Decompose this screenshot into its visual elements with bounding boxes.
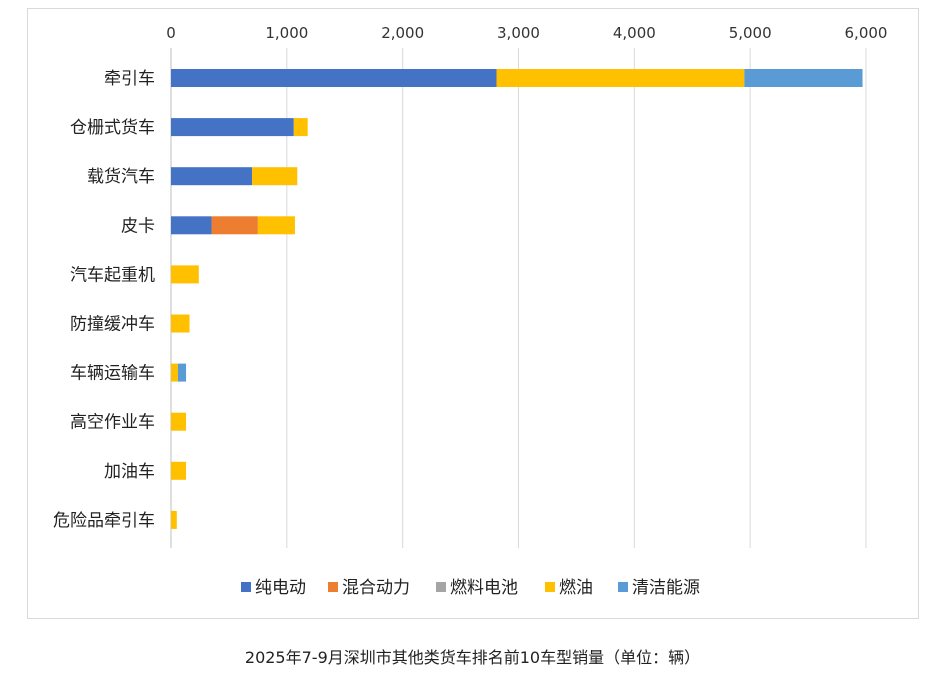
category-label: 高空作业车 <box>70 413 155 433</box>
legend-swatch <box>436 582 446 592</box>
bars <box>171 69 863 529</box>
bar-segment <box>171 314 190 333</box>
legend-swatch <box>328 582 338 592</box>
bar-segment <box>177 363 187 382</box>
bar-segment <box>257 216 295 235</box>
bar-segment <box>171 167 253 186</box>
category-label: 仓栅式货车 <box>70 118 155 138</box>
legend-item-label: 纯电动 <box>255 578 306 598</box>
category-labels: 牵引车仓栅式货车载货汽车皮卡汽车起重机防撞缓冲车车辆运输车高空作业车加油车危险品… <box>53 69 155 531</box>
x-axis-ticks: 0 1,000 2,000 3,000 4,000 5,000 6,000 <box>166 24 887 42</box>
bar-segment <box>171 510 177 529</box>
category-label: 车辆运输车 <box>70 364 155 384</box>
bar-segment <box>744 69 863 87</box>
bar-segment <box>293 118 308 137</box>
category-label: 皮卡 <box>121 216 155 236</box>
legend-item-label: 燃油 <box>559 578 593 598</box>
bar-segment <box>171 69 497 87</box>
bar-segment <box>171 412 187 431</box>
legend-swatch <box>618 582 628 592</box>
category-label: 汽车起重机 <box>70 265 155 285</box>
legend-swatch <box>241 582 251 592</box>
category-label: 危险品牵引车 <box>53 511 155 531</box>
category-label: 载货汽车 <box>87 167 155 187</box>
bar-segment <box>211 216 258 235</box>
bar-segment <box>171 265 199 284</box>
chart-caption: 2025年7-9月深圳市其他类货车排名前10车型销量（单位：辆） <box>244 648 701 667</box>
x-tick-label: 0 <box>166 24 176 42</box>
legend-item-label: 混合动力 <box>342 578 410 598</box>
x-tick-label: 2,000 <box>381 24 424 42</box>
x-tick-label: 4,000 <box>613 24 656 42</box>
legend-item-label: 燃料电池 <box>450 578 518 598</box>
legend-item-label: 清洁能源 <box>632 578 700 598</box>
legend: 纯电动 混合动力 燃料电池 燃油 清洁能源 <box>241 578 700 598</box>
bar-segment <box>171 363 178 382</box>
x-tick-label: 3,000 <box>497 24 540 42</box>
bar-segment <box>252 167 298 186</box>
category-label: 牵引车 <box>104 69 155 89</box>
category-label: 加油车 <box>104 462 155 482</box>
x-tick-label: 1,000 <box>265 24 308 42</box>
legend-swatch <box>545 582 555 592</box>
category-label: 防撞缓冲车 <box>70 315 155 335</box>
bar-segment <box>496 69 745 87</box>
x-tick-label: 6,000 <box>845 24 888 42</box>
bar-segment <box>171 216 212 235</box>
bar-segment <box>171 461 187 480</box>
bar-segment <box>171 118 294 137</box>
x-tick-label: 5,000 <box>729 24 772 42</box>
